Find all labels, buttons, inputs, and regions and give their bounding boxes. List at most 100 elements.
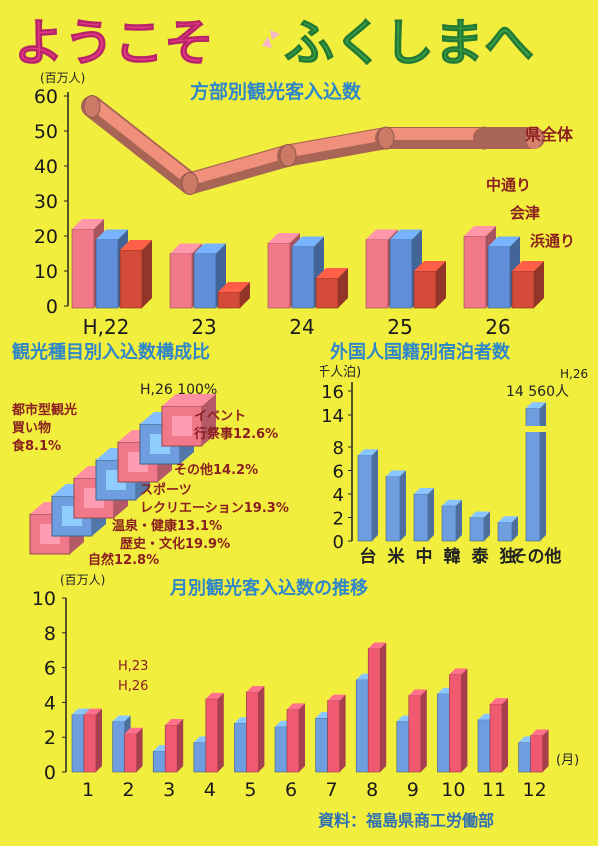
main-title: ようこそ ふくしまへ (14, 14, 535, 73)
chart4-title: 月別観光客入込数の推移 (169, 577, 368, 599)
month-bar-H,23-2-front (112, 721, 125, 773)
month-bar-H,26-12 (530, 729, 549, 773)
bar-中通り-H,22-front (71, 228, 95, 309)
month-bar-H,23-6-front (274, 726, 288, 773)
chart3-xlabel: 独 (500, 546, 517, 567)
month-bar-H,23-9-front (396, 721, 410, 773)
legend-nakadori: 中通り (486, 176, 531, 194)
chart1-ytick-label: 0 (46, 296, 58, 318)
source-note: 資料：福島県商工労働部 (318, 811, 494, 830)
total-line-highlight (282, 128, 392, 158)
bar-浜通り-H,22-top (120, 240, 152, 250)
composition-label: その他14.2% (174, 462, 258, 478)
month-bar-H,26-9-front (408, 695, 422, 773)
bar-浜通り-23-front (217, 291, 241, 309)
chart4-xlabel: 6 (285, 779, 297, 801)
composition-label: イベント (194, 409, 246, 424)
month-bar-H,26-3-side (177, 719, 184, 772)
month-bar-H,23-8-front (355, 679, 369, 773)
month-bar-H,26-5-side (258, 685, 265, 772)
chart3-xlabel: 中 (416, 546, 433, 567)
regional-visitors-chart: 方部別観光客入込数 (百万人) 0 10 20 30 40 50 60 H,22 23 24 25… (34, 71, 575, 339)
month-bar-H,23-7-front (315, 717, 328, 773)
month-bar-H,26-5-front (246, 691, 259, 773)
bar-会津-23-top (194, 243, 226, 254)
chart1-xlabel: 24 (289, 315, 314, 339)
foreign-bar-米-front (385, 476, 401, 542)
chart1-title: 方部別観光客入込数 (190, 80, 362, 103)
sparkle-icon (262, 36, 272, 48)
month-bar-H,26-9 (408, 689, 427, 773)
bar-浜通り-26-front (511, 270, 535, 309)
month-bar-H,26-1-side (96, 708, 102, 772)
foreign-bar-韓 (441, 499, 462, 542)
month-bar-H,26-7-side (339, 694, 346, 772)
month-bar-H,26-5 (246, 685, 265, 773)
foreign-bar-台-side (372, 449, 378, 541)
composition-label: スポーツ (140, 482, 192, 498)
bar-会津-26-top (488, 236, 520, 247)
bar-会津-26-front (487, 246, 511, 309)
month-bar-H,26-6 (286, 703, 305, 773)
chart3-xlabel: 台 (360, 546, 377, 567)
month-bar-H,26-1 (83, 708, 102, 773)
foreign-bar-韓-front (441, 505, 457, 542)
foreign-bar-独-top (498, 516, 518, 523)
chart1-xlabel: H,22 (83, 315, 130, 339)
month-bar-H,23-3-front (152, 750, 166, 773)
month-bar-H,23-12-front (518, 742, 531, 773)
foreign-bar-泰-front (469, 517, 485, 542)
month-bar-H,26-7 (327, 694, 346, 773)
composition-label: レクリエーション19.3% (140, 501, 289, 516)
monthly-visitors-chart: 月別観光客入込数の推移 (百万人) H,23 H,26 (月) 0246810 … (32, 573, 579, 830)
foreign-bar-韓-top (442, 499, 462, 506)
chart4-ytick-label: 8 (44, 623, 56, 645)
foreign-bar-中-top (414, 488, 434, 494)
chart3-ytick-label: 2 (333, 509, 344, 530)
month-bar-H,26-6-side (299, 703, 305, 772)
chart4-ytick-label: 4 (44, 692, 56, 714)
chart4-ytick-label: 0 (44, 762, 56, 784)
bar-浜通り-H,22-side (142, 240, 152, 308)
chart1-ytick-label: 30 (34, 191, 58, 213)
month-bar-H,26-11-side (502, 698, 508, 772)
month-bar-H,26-2 (124, 727, 143, 773)
month-bar-H,23-11-front (477, 719, 491, 773)
legend-hamadori: 浜通り (530, 232, 575, 250)
total-point-H,22 (83, 95, 101, 118)
chart4-xlabel: 10 (441, 779, 465, 801)
bar-中通り-23-top (170, 243, 202, 254)
bar-中通り-24-front (267, 242, 291, 309)
bar-浜通り-H,22-front (119, 249, 143, 309)
composition-label: 温泉・健康13.1% (112, 518, 222, 534)
month-bar-H,26-4-side (217, 692, 224, 772)
bar-浜通り-24-front (315, 277, 339, 309)
month-bar-H,26-4-top (205, 692, 224, 699)
bar-浜通り-26-top (512, 261, 544, 271)
chart4-legend-h26: H,26 (118, 679, 148, 694)
month-bar-H,26-8-side (380, 642, 387, 772)
axis-break (524, 426, 548, 432)
composition-chart: 観光種目別入込数構成比 H,26 100% 自然12.8%歴史・文化19.9%温… (11, 341, 289, 568)
chart4-xunit: (月) (556, 753, 579, 768)
chart3-ann-year: H,26 (560, 367, 588, 381)
chart4-xlabel: 5 (244, 779, 256, 801)
bar-会津-24-front (291, 246, 315, 309)
sparkle-icon (270, 30, 280, 40)
month-bar-H,23-1-front (71, 714, 85, 773)
chart1-ytick-label: 60 (34, 86, 58, 108)
bar-会津-25-front (389, 239, 413, 309)
chart4-xlabel: 4 (204, 779, 216, 801)
month-bar-H,26-8-top (368, 642, 387, 649)
total-line-highlight (86, 96, 196, 186)
composition-label: 行祭事12.6% (193, 426, 278, 442)
month-bar-H,26-10-side (461, 668, 468, 772)
month-bar-H,26-11-front (489, 703, 503, 773)
bar-中通り-23-front (169, 253, 193, 309)
month-bar-H,26-5-top (246, 685, 265, 692)
month-bar-H,23-2-top (112, 715, 131, 722)
bar-浜通り-23-top (218, 282, 250, 292)
month-bar-H,26-2-top (124, 727, 143, 734)
foreign-bar-米-side (400, 470, 406, 541)
month-bar-H,26-8 (367, 642, 387, 773)
